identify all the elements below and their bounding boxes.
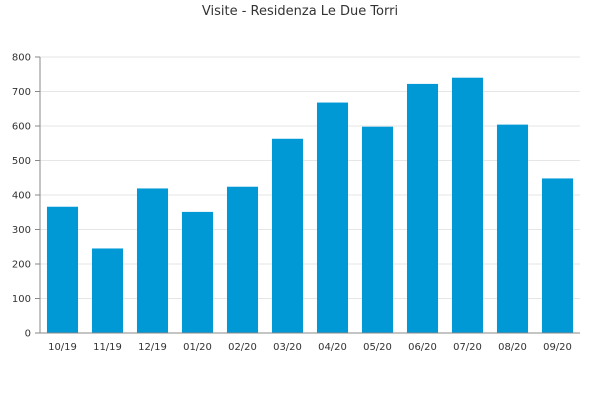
- y-tick-label: 100: [12, 294, 31, 305]
- y-tick-label: 300: [12, 225, 31, 236]
- y-tick-label: 0: [25, 329, 31, 340]
- x-tick-label: 12/19: [138, 342, 167, 353]
- x-tick-label: 04/20: [318, 342, 347, 353]
- x-tick-label: 05/20: [363, 342, 392, 353]
- x-tick-label: 07/20: [453, 342, 482, 353]
- x-tick-label: 06/20: [408, 342, 437, 353]
- bar-05-20: [361, 126, 394, 333]
- bar-11-19: [91, 248, 124, 333]
- bar-07-20: [451, 77, 484, 333]
- bar-08-20: [496, 124, 529, 334]
- x-tick-label: 10/19: [48, 342, 77, 353]
- y-tick-label: 200: [12, 260, 31, 271]
- bar-03-20: [271, 138, 304, 333]
- y-tick-label: 700: [12, 87, 31, 98]
- x-tick-label: 01/20: [183, 342, 212, 353]
- bar-02-20: [226, 186, 259, 333]
- bar-09-20: [541, 178, 574, 333]
- x-tick-label: 09/20: [543, 342, 572, 353]
- x-tick-label: 08/20: [498, 342, 527, 353]
- x-tick-label: 02/20: [228, 342, 257, 353]
- bar-04-20: [316, 102, 349, 333]
- y-axis-ticks: 0 100 200 300 400 500 600 700 800: [12, 53, 40, 340]
- chart-title: Visite - Residenza Le Due Torri: [202, 4, 398, 19]
- bar-01-20: [181, 211, 214, 333]
- y-tick-label: 500: [12, 156, 31, 167]
- y-tick-label: 400: [12, 191, 31, 202]
- bar-10-19: [46, 206, 79, 333]
- x-tick-label: 03/20: [273, 342, 302, 353]
- x-tick-label: 11/19: [93, 342, 122, 353]
- bar-06-20: [406, 83, 439, 333]
- y-tick-label: 600: [12, 122, 31, 133]
- bar-12-19: [136, 188, 169, 333]
- bars: [46, 77, 574, 334]
- gridlines: [40, 56, 580, 299]
- x-axis-ticks: 10/19 11/19 12/19 01/20 02/20 03/20 04/20 05/20…: [48, 342, 572, 353]
- y-tick-label: 800: [12, 53, 31, 64]
